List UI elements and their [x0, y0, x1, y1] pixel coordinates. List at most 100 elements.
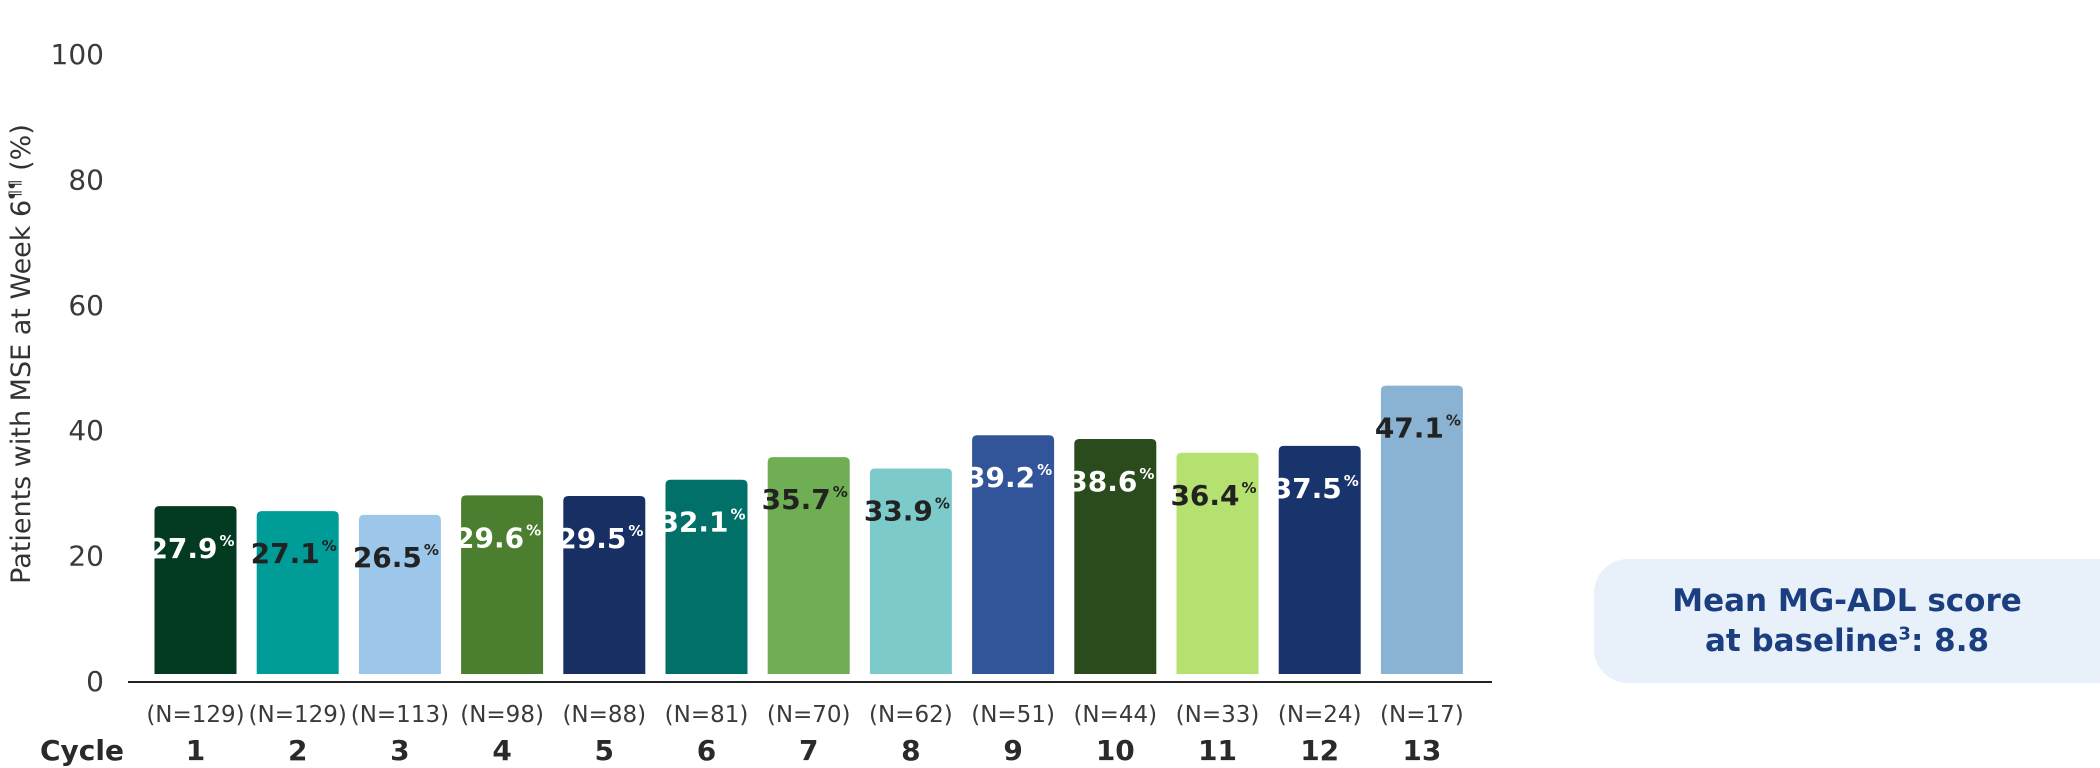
data-label-percent: %: [1446, 412, 1461, 430]
data-label: 36.4%: [1170, 479, 1256, 512]
bar: [256, 511, 339, 674]
n-label: (N=113): [351, 702, 449, 728]
data-label: 29.5%: [557, 522, 643, 555]
bar: [1278, 445, 1361, 674]
data-label-percent: %: [220, 532, 235, 550]
data-label-percent: %: [1242, 479, 1257, 497]
cycle-labels-group: 1 2 3 4 5 6 7 8 9 10 11 12 13: [186, 734, 1442, 767]
cycle-tick-label: 13: [1402, 734, 1441, 767]
data-label-percent: %: [1037, 461, 1052, 479]
cycle-tick-label: 1: [186, 734, 205, 767]
data-label: 26.5%: [353, 541, 439, 574]
data-label-value: 47.1: [1375, 412, 1444, 445]
y-tick-label: 40: [68, 414, 104, 447]
n-label: (N=129): [146, 702, 244, 728]
n-label: (N=51): [971, 702, 1055, 728]
data-label-percent: %: [1344, 472, 1359, 490]
data-label: 29.6%: [455, 521, 541, 554]
bar: [665, 479, 748, 674]
data-label: 27.1%: [251, 537, 337, 570]
data-label: 39.2%: [966, 461, 1052, 494]
y-axis-label: Patients with MSE at Week 6¶¶ (%): [5, 124, 37, 584]
data-label-value: 26.5: [353, 541, 422, 574]
bar: [1176, 452, 1259, 674]
data-label: 35.7%: [762, 483, 848, 516]
cycle-tick-label: 6: [697, 734, 716, 767]
data-label-value: 36.4: [1170, 479, 1239, 512]
bar-chart: 0 20 40 60 80 100 Patients with MSE at Week 6…: [5, 38, 1492, 767]
callout-line-1: Mean MG-ADL score: [1672, 583, 2022, 619]
data-label-percent: %: [424, 541, 439, 559]
data-label-value: 27.9: [148, 532, 217, 565]
y-tick-label: 20: [68, 540, 104, 573]
cycle-tick-label: 7: [799, 734, 818, 767]
data-label: 38.6%: [1068, 465, 1154, 498]
bar: [972, 435, 1055, 674]
y-tick-label: 80: [68, 163, 104, 196]
n-label: (N=33): [1176, 702, 1260, 728]
data-label-percent: %: [935, 494, 950, 512]
cycle-tick-label: 3: [390, 734, 409, 767]
bar: [869, 468, 952, 674]
data-label-value: 33.9: [864, 494, 933, 527]
data-label-value: 38.6: [1068, 465, 1137, 498]
n-label: (N=24): [1278, 702, 1362, 728]
y-label-sup: ¶¶: [5, 179, 24, 199]
cycle-tick-label: 2: [288, 734, 307, 767]
y-label-unit: (%): [6, 124, 37, 179]
cycle-tick-label: 5: [595, 734, 614, 767]
cycle-tick-label: 9: [1003, 734, 1022, 767]
n-label: (N=81): [665, 702, 749, 728]
callout-sup: 3: [1898, 623, 1911, 645]
data-label-percent: %: [833, 483, 848, 501]
n-label: (N=62): [869, 702, 953, 728]
data-label: 33.9%: [864, 494, 950, 527]
data-label: 47.1%: [1375, 412, 1461, 445]
callout-line-2: at baseline3: 8.8: [1705, 621, 1989, 661]
n-label: (N=44): [1073, 702, 1157, 728]
n-label: (N=70): [767, 702, 851, 728]
bar: [1074, 438, 1157, 674]
y-tick-label: 60: [68, 289, 104, 322]
cycle-tick-label: 8: [901, 734, 920, 767]
bar: [767, 457, 850, 674]
data-label-value: 39.2: [966, 461, 1035, 494]
cycle-tick-label: 4: [492, 734, 511, 767]
data-label-value: 32.1: [659, 506, 728, 539]
bar: [563, 496, 646, 674]
callout-prefix: at baseline: [1704, 623, 1899, 659]
n-labels-group: (N=129) (N=129) (N=113) (N=98) (N=88) (N=81)(…: [146, 702, 1463, 728]
bar: [1380, 385, 1463, 674]
y-axis-ticks: 0 20 40 60 80 100: [51, 38, 104, 698]
y-tick-label: 0: [86, 665, 104, 698]
data-label: 32.1%: [659, 506, 745, 539]
bar: [154, 506, 237, 674]
data-label-value: 37.5: [1273, 472, 1342, 505]
n-label: (N=98): [460, 702, 544, 728]
data-label-percent: %: [526, 521, 541, 539]
data-label-value: 29.6: [455, 521, 524, 554]
data-label: 27.9%: [148, 532, 234, 565]
cycle-tick-label: 11: [1198, 734, 1237, 767]
bar: [461, 495, 544, 674]
cycle-tick-label: 10: [1096, 734, 1135, 767]
data-label-value: 29.5: [557, 522, 626, 555]
callout-suffix: : 8.8: [1910, 623, 1990, 659]
y-label-text: Patients with MSE at Week 6: [6, 200, 37, 584]
n-label: (N=88): [562, 702, 646, 728]
data-label-value: 35.7: [762, 483, 831, 516]
bars-group: 27.9% 27.1% 26.5% 29.6% 29.5% 32.1% 35.7 %33.9%…: [148, 385, 1463, 674]
data-label-value: 27.1: [251, 537, 320, 570]
data-label: 37.5%: [1273, 472, 1359, 505]
data-label-percent: %: [628, 522, 643, 540]
n-label: (N=17): [1380, 702, 1464, 728]
cycle-tick-label: 12: [1300, 734, 1339, 767]
baseline-callout: Mean MG-ADL score at baseline3: 8.8: [1594, 559, 2100, 683]
x-axis-title: Cycle: [40, 734, 124, 767]
y-tick-label: 100: [51, 38, 104, 71]
data-label-percent: %: [322, 537, 337, 555]
bar: [358, 514, 441, 674]
data-label-percent: %: [1139, 465, 1154, 483]
n-label: (N=129): [249, 702, 347, 728]
data-label-percent: %: [731, 506, 746, 524]
